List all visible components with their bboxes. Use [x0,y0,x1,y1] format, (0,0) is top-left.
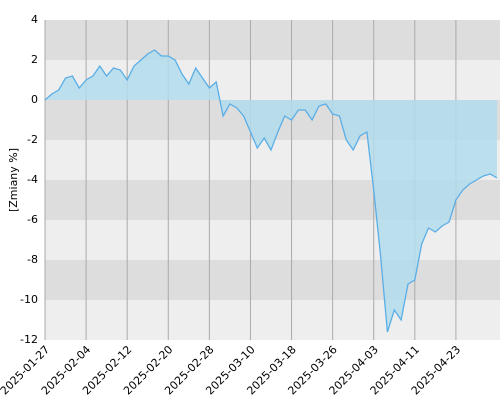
y-tick-label: -10 [20,293,38,306]
grid-band [45,20,500,60]
y-tick-label: 2 [31,53,38,66]
y-axis-label: [Zmiany %] [7,148,20,212]
area [45,50,497,332]
y-tick-label: -6 [27,213,38,226]
y-tick-label: 4 [31,13,38,26]
grid-band [45,300,500,340]
grid-band [45,260,500,300]
y-tick-label: -2 [27,133,38,146]
y-tick-label: -4 [27,173,38,186]
y-tick-label: -8 [27,253,38,266]
line [44,49,498,333]
y-tick-label: 0 [31,93,38,106]
y-tick-label: -12 [20,333,38,346]
